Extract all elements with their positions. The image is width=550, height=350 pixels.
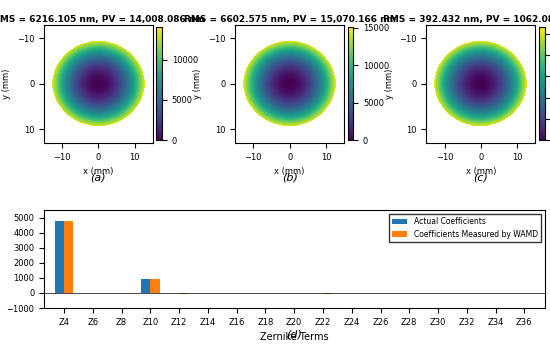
X-axis label: Zernike Terms: Zernike Terms (260, 332, 328, 342)
X-axis label: x (mm): x (mm) (83, 167, 114, 176)
X-axis label: x (mm): x (mm) (274, 167, 305, 176)
X-axis label: x (mm): x (mm) (466, 167, 496, 176)
Title: RMS = 6216.105 nm, PV = 14,008.086 nm: RMS = 6216.105 nm, PV = 14,008.086 nm (0, 15, 204, 24)
Bar (179, 293, 189, 294)
Text: (b): (b) (282, 173, 298, 183)
Y-axis label: y (mm): y (mm) (2, 69, 11, 99)
Text: (a): (a) (91, 173, 106, 183)
Text: (c): (c) (474, 173, 488, 183)
Bar (151, 279, 160, 293)
Legend: Actual Coefficients, Coefficients Measured by WAMD: Actual Coefficients, Coefficients Measur… (389, 214, 541, 242)
Title: RMS = 6602.575 nm, PV = 15,070.166 nm: RMS = 6602.575 nm, PV = 15,070.166 nm (184, 15, 395, 24)
Title: RMS = 392.432 nm, PV = 1062.080 nm: RMS = 392.432 nm, PV = 1062.080 nm (383, 15, 550, 24)
Y-axis label: y (mm): y (mm) (194, 69, 202, 99)
Text: (d): (d) (287, 329, 302, 340)
Y-axis label: Zernike Coefficient (nm): Zernike Coefficient (nm) (0, 208, 1, 310)
Bar (323, 293, 332, 294)
Bar (141, 279, 151, 293)
Y-axis label: y (mm): y (mm) (384, 69, 394, 99)
Bar (64, 220, 73, 293)
Bar (55, 220, 64, 293)
